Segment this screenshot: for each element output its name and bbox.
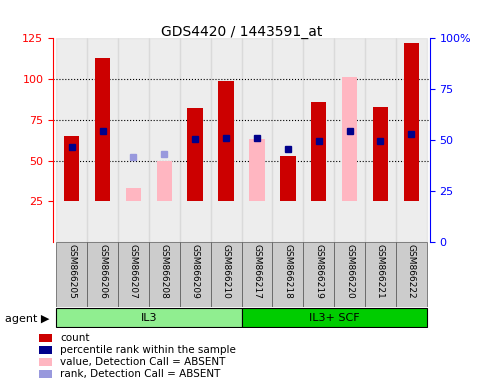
Bar (242, 242, 272, 307)
Bar (95, 58, 110, 201)
Bar (39, 370, 52, 378)
Bar (280, 156, 296, 201)
Bar (334, 38, 365, 242)
Bar (87, 242, 118, 307)
Text: GSM866217: GSM866217 (253, 244, 261, 299)
Text: GSM866209: GSM866209 (191, 244, 199, 299)
Bar (334, 242, 365, 307)
Bar (56, 308, 242, 327)
Text: agent ▶: agent ▶ (5, 314, 49, 324)
Bar (373, 107, 388, 201)
Bar (39, 346, 52, 354)
Bar (396, 38, 427, 242)
Bar (303, 38, 334, 242)
Bar (303, 242, 334, 307)
Bar (56, 38, 87, 242)
Bar (39, 358, 52, 366)
Text: GSM866219: GSM866219 (314, 244, 323, 299)
Bar (242, 38, 272, 242)
Text: GSM866205: GSM866205 (67, 244, 76, 299)
Bar (187, 108, 203, 201)
Text: GDS4420 / 1443591_at: GDS4420 / 1443591_at (161, 25, 322, 39)
Text: percentile rank within the sample: percentile rank within the sample (60, 345, 236, 355)
Bar (242, 308, 427, 327)
Bar (218, 81, 234, 201)
Bar (118, 242, 149, 307)
Bar (272, 242, 303, 307)
Text: GSM866218: GSM866218 (284, 244, 292, 299)
Text: IL3+ SCF: IL3+ SCF (309, 313, 359, 323)
Bar (342, 78, 357, 201)
Bar (365, 38, 396, 242)
Text: GSM866220: GSM866220 (345, 244, 354, 299)
Text: count: count (60, 333, 90, 343)
Text: GSM866206: GSM866206 (98, 244, 107, 299)
Bar (64, 136, 79, 201)
Text: GSM866210: GSM866210 (222, 244, 230, 299)
Bar (149, 242, 180, 307)
Bar (396, 242, 427, 307)
Text: GSM866221: GSM866221 (376, 244, 385, 299)
Bar (180, 242, 211, 307)
Bar (404, 43, 419, 201)
Bar (272, 38, 303, 242)
Bar (87, 38, 118, 242)
Text: GSM866222: GSM866222 (407, 244, 416, 298)
Text: GSM866208: GSM866208 (160, 244, 169, 299)
Bar (249, 139, 265, 201)
Bar (311, 102, 327, 201)
Bar (211, 242, 242, 307)
Text: value, Detection Call = ABSENT: value, Detection Call = ABSENT (60, 357, 226, 367)
Bar (149, 38, 180, 242)
Bar (156, 161, 172, 201)
Bar (211, 38, 242, 242)
Text: IL3: IL3 (141, 313, 157, 323)
Text: rank, Detection Call = ABSENT: rank, Detection Call = ABSENT (60, 369, 221, 379)
Bar (56, 242, 87, 307)
Bar (365, 242, 396, 307)
Text: GSM866207: GSM866207 (129, 244, 138, 299)
Bar (39, 334, 52, 342)
Bar (118, 38, 149, 242)
Bar (180, 38, 211, 242)
Bar (126, 188, 141, 201)
